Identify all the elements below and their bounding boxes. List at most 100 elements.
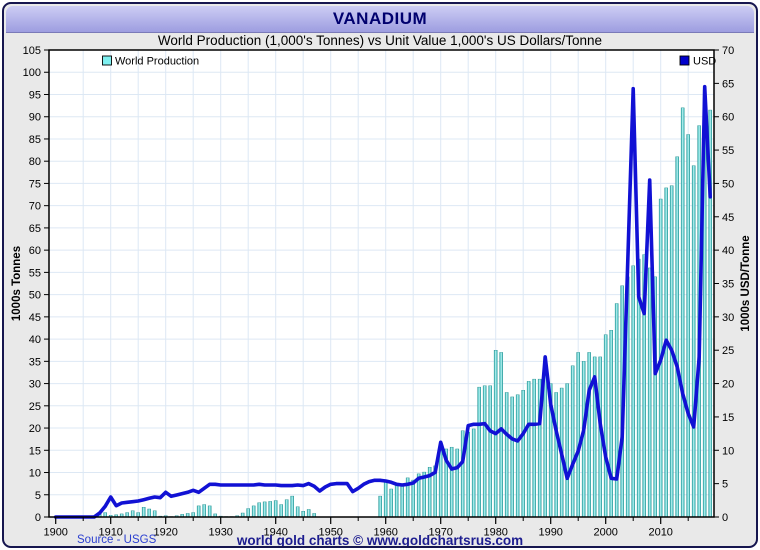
x-axis-tick-label: 1970 <box>428 527 452 539</box>
production-bar <box>389 488 394 518</box>
x-axis-tick-label: 2000 <box>593 527 617 539</box>
usd-legend-swatch <box>679 55 690 66</box>
left-axis-tick-label: 75 <box>29 178 41 190</box>
chart-title: VANADIUM <box>332 9 428 28</box>
left-axis-tick-label: 90 <box>29 112 41 124</box>
production-bar <box>504 392 509 518</box>
production-bar <box>411 479 416 518</box>
right-axis-tick-label: 15 <box>722 412 734 424</box>
production-bar <box>565 383 569 518</box>
production-bar <box>257 502 262 518</box>
left-axis-tick-label: 100 <box>23 67 41 79</box>
production-bar <box>488 385 493 518</box>
x-axis-tick-label: 1900 <box>43 527 67 539</box>
production-bar <box>306 509 311 518</box>
production-bar <box>554 392 558 518</box>
production-bar <box>301 511 306 518</box>
left-axis-title: 1000s Tonnes <box>11 246 23 321</box>
left-axis-tick-label: 15 <box>29 445 41 457</box>
production-bar <box>691 165 696 518</box>
production-bar <box>664 187 668 518</box>
production-bar <box>471 428 476 518</box>
x-axis-tick-label: 1980 <box>483 527 507 539</box>
production-bar <box>631 265 635 518</box>
production-bar <box>438 450 443 518</box>
right-axis-tick-label: 50 <box>722 178 734 190</box>
production-bar <box>587 352 591 518</box>
production-bar <box>279 504 284 518</box>
right-axis-tick-label: 5 <box>722 479 728 491</box>
right-axis-tick-label: 40 <box>722 245 734 257</box>
production-bar <box>295 506 300 518</box>
production-bar <box>570 365 575 518</box>
left-axis-tick-label: 65 <box>29 223 41 235</box>
left-axis-tick-label: 55 <box>29 267 41 279</box>
left-axis-tick-label: 80 <box>29 156 41 168</box>
chart-subtitle: World Production (1,000's Tonnes) vs Uni… <box>157 33 603 48</box>
usd-legend-label: USD <box>693 56 716 68</box>
left-axis-tick-label: 25 <box>29 401 41 413</box>
production-bar <box>147 508 152 518</box>
axis-titles: 1000s Tonnes 1000s USD/Tonne <box>11 235 752 331</box>
right-axis-tick-label: 25 <box>722 345 734 357</box>
production-bar <box>526 381 531 518</box>
chart-footer: Source - USGS world gold charts © www.go… <box>4 533 756 548</box>
production-bar <box>251 505 256 518</box>
left-axis-tick-label: 35 <box>29 356 41 368</box>
x-axis-tick-label: 1910 <box>98 527 122 539</box>
brand-label: world gold charts © www.goldchartsrus.co… <box>236 533 524 548</box>
production-bar <box>141 507 146 518</box>
x-axis-tick-label: 1940 <box>263 527 287 539</box>
x-axis-tick-label: 1990 <box>538 527 562 539</box>
right-axis-title: 1000s USD/Tonne <box>740 235 752 331</box>
x-axis-tick-label: 1920 <box>153 527 177 539</box>
production-bar <box>510 396 515 518</box>
production-bar <box>521 390 525 518</box>
x-axis-tick-label: 2010 <box>648 527 672 539</box>
grid-layer <box>49 50 714 517</box>
source-label: Source - USGS <box>77 534 157 546</box>
plot-background <box>49 50 714 517</box>
production-bar <box>686 134 690 518</box>
production-bar <box>576 352 580 518</box>
left-axis-tick-label: 5 <box>35 490 41 502</box>
production-bar <box>532 378 536 518</box>
left-axis-tick-label: 0 <box>35 512 41 524</box>
left-axis-tick-label: 105 <box>23 46 41 57</box>
production-bar <box>609 330 613 518</box>
production-bar <box>207 505 212 518</box>
usd-line <box>53 84 713 519</box>
plot-bg-layer <box>49 50 714 517</box>
production-bar <box>455 448 460 518</box>
production-bar <box>515 394 520 518</box>
left-axis-tick-label: 50 <box>29 290 41 302</box>
production-bar <box>499 352 504 518</box>
x-axis-tick-label: 1960 <box>373 527 397 539</box>
production-bar <box>196 505 201 518</box>
right-axis-tick-label: 35 <box>722 279 734 291</box>
right-axis-tick-label: 45 <box>722 212 734 224</box>
production-bar <box>378 495 383 518</box>
right-axis-tick-label: 0 <box>722 512 728 524</box>
production-bar <box>262 501 267 518</box>
left-axis-tick-label: 95 <box>29 89 41 101</box>
right-axis-tick-label: 20 <box>722 379 734 391</box>
production-bar <box>246 508 251 518</box>
production-legend-label: World Production <box>115 56 199 68</box>
x-axis-tick-label: 1950 <box>318 527 342 539</box>
left-axis-tick-label: 40 <box>29 334 41 346</box>
right-axis-tick-label: 55 <box>722 145 734 157</box>
production-bar <box>273 500 278 518</box>
production-bar <box>290 495 295 518</box>
production-bar <box>130 510 135 518</box>
right-axis-tick-label: 10 <box>722 445 734 457</box>
left-axis-tick-label: 10 <box>29 468 41 480</box>
production-bar <box>268 501 273 518</box>
left-axis-tick-label: 20 <box>29 423 41 435</box>
right-axis-tick-label: 60 <box>722 112 734 124</box>
production-bar <box>152 510 157 518</box>
left-axis-tick-label: 30 <box>29 379 41 391</box>
production-bar <box>383 481 388 518</box>
chart-canvas: 0510152025303540455055606570758085909510… <box>11 46 752 539</box>
